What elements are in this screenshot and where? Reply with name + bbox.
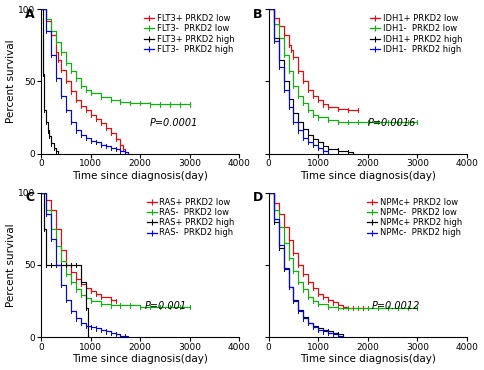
- Text: C: C: [25, 191, 34, 204]
- Text: P=0.0012: P=0.0012: [372, 301, 420, 311]
- Text: B: B: [253, 8, 262, 21]
- X-axis label: Time since diagnosis(day): Time since diagnosis(day): [300, 354, 436, 364]
- X-axis label: Time since diagnosis(day): Time since diagnosis(day): [72, 171, 208, 181]
- Y-axis label: Percent survival: Percent survival: [5, 40, 15, 123]
- Text: P=0.0001: P=0.0001: [150, 118, 198, 128]
- Text: P=0.0016: P=0.0016: [368, 118, 416, 128]
- Legend: RAS+ PRKD2 low, RAS-  PRKD2 low, RAS+ PRKD2 high, RAS-  PRKD2 high: RAS+ PRKD2 low, RAS- PRKD2 low, RAS+ PRK…: [146, 197, 235, 238]
- X-axis label: Time since diagnosis(day): Time since diagnosis(day): [72, 354, 208, 364]
- Legend: FLT3+ PRKD2 low, FLT3-  PRKD2 low, FLT3+ PRKD2 high, FLT3-  PRKD2 high: FLT3+ PRKD2 low, FLT3- PRKD2 low, FLT3+ …: [143, 13, 235, 55]
- Text: P=0.001: P=0.001: [144, 301, 186, 311]
- Legend: NPMc+ PRKD2 low, NPMc-  PRKD2 low, NPMc+ PRKD2 high, NPMc-  PRKD2 high: NPMc+ PRKD2 low, NPMc- PRKD2 low, NPMc+ …: [366, 197, 463, 238]
- Legend: IDH1+ PRKD2 low, IDH1-  PRKD2 low, IDH1+ PRKD2 high, IDH1-  PRKD2 high: IDH1+ PRKD2 low, IDH1- PRKD2 low, IDH1+ …: [369, 13, 463, 55]
- X-axis label: Time since diagnosis(day): Time since diagnosis(day): [300, 171, 436, 181]
- Text: A: A: [25, 8, 35, 21]
- Y-axis label: Percent survival: Percent survival: [5, 223, 15, 307]
- Text: D: D: [253, 191, 263, 204]
